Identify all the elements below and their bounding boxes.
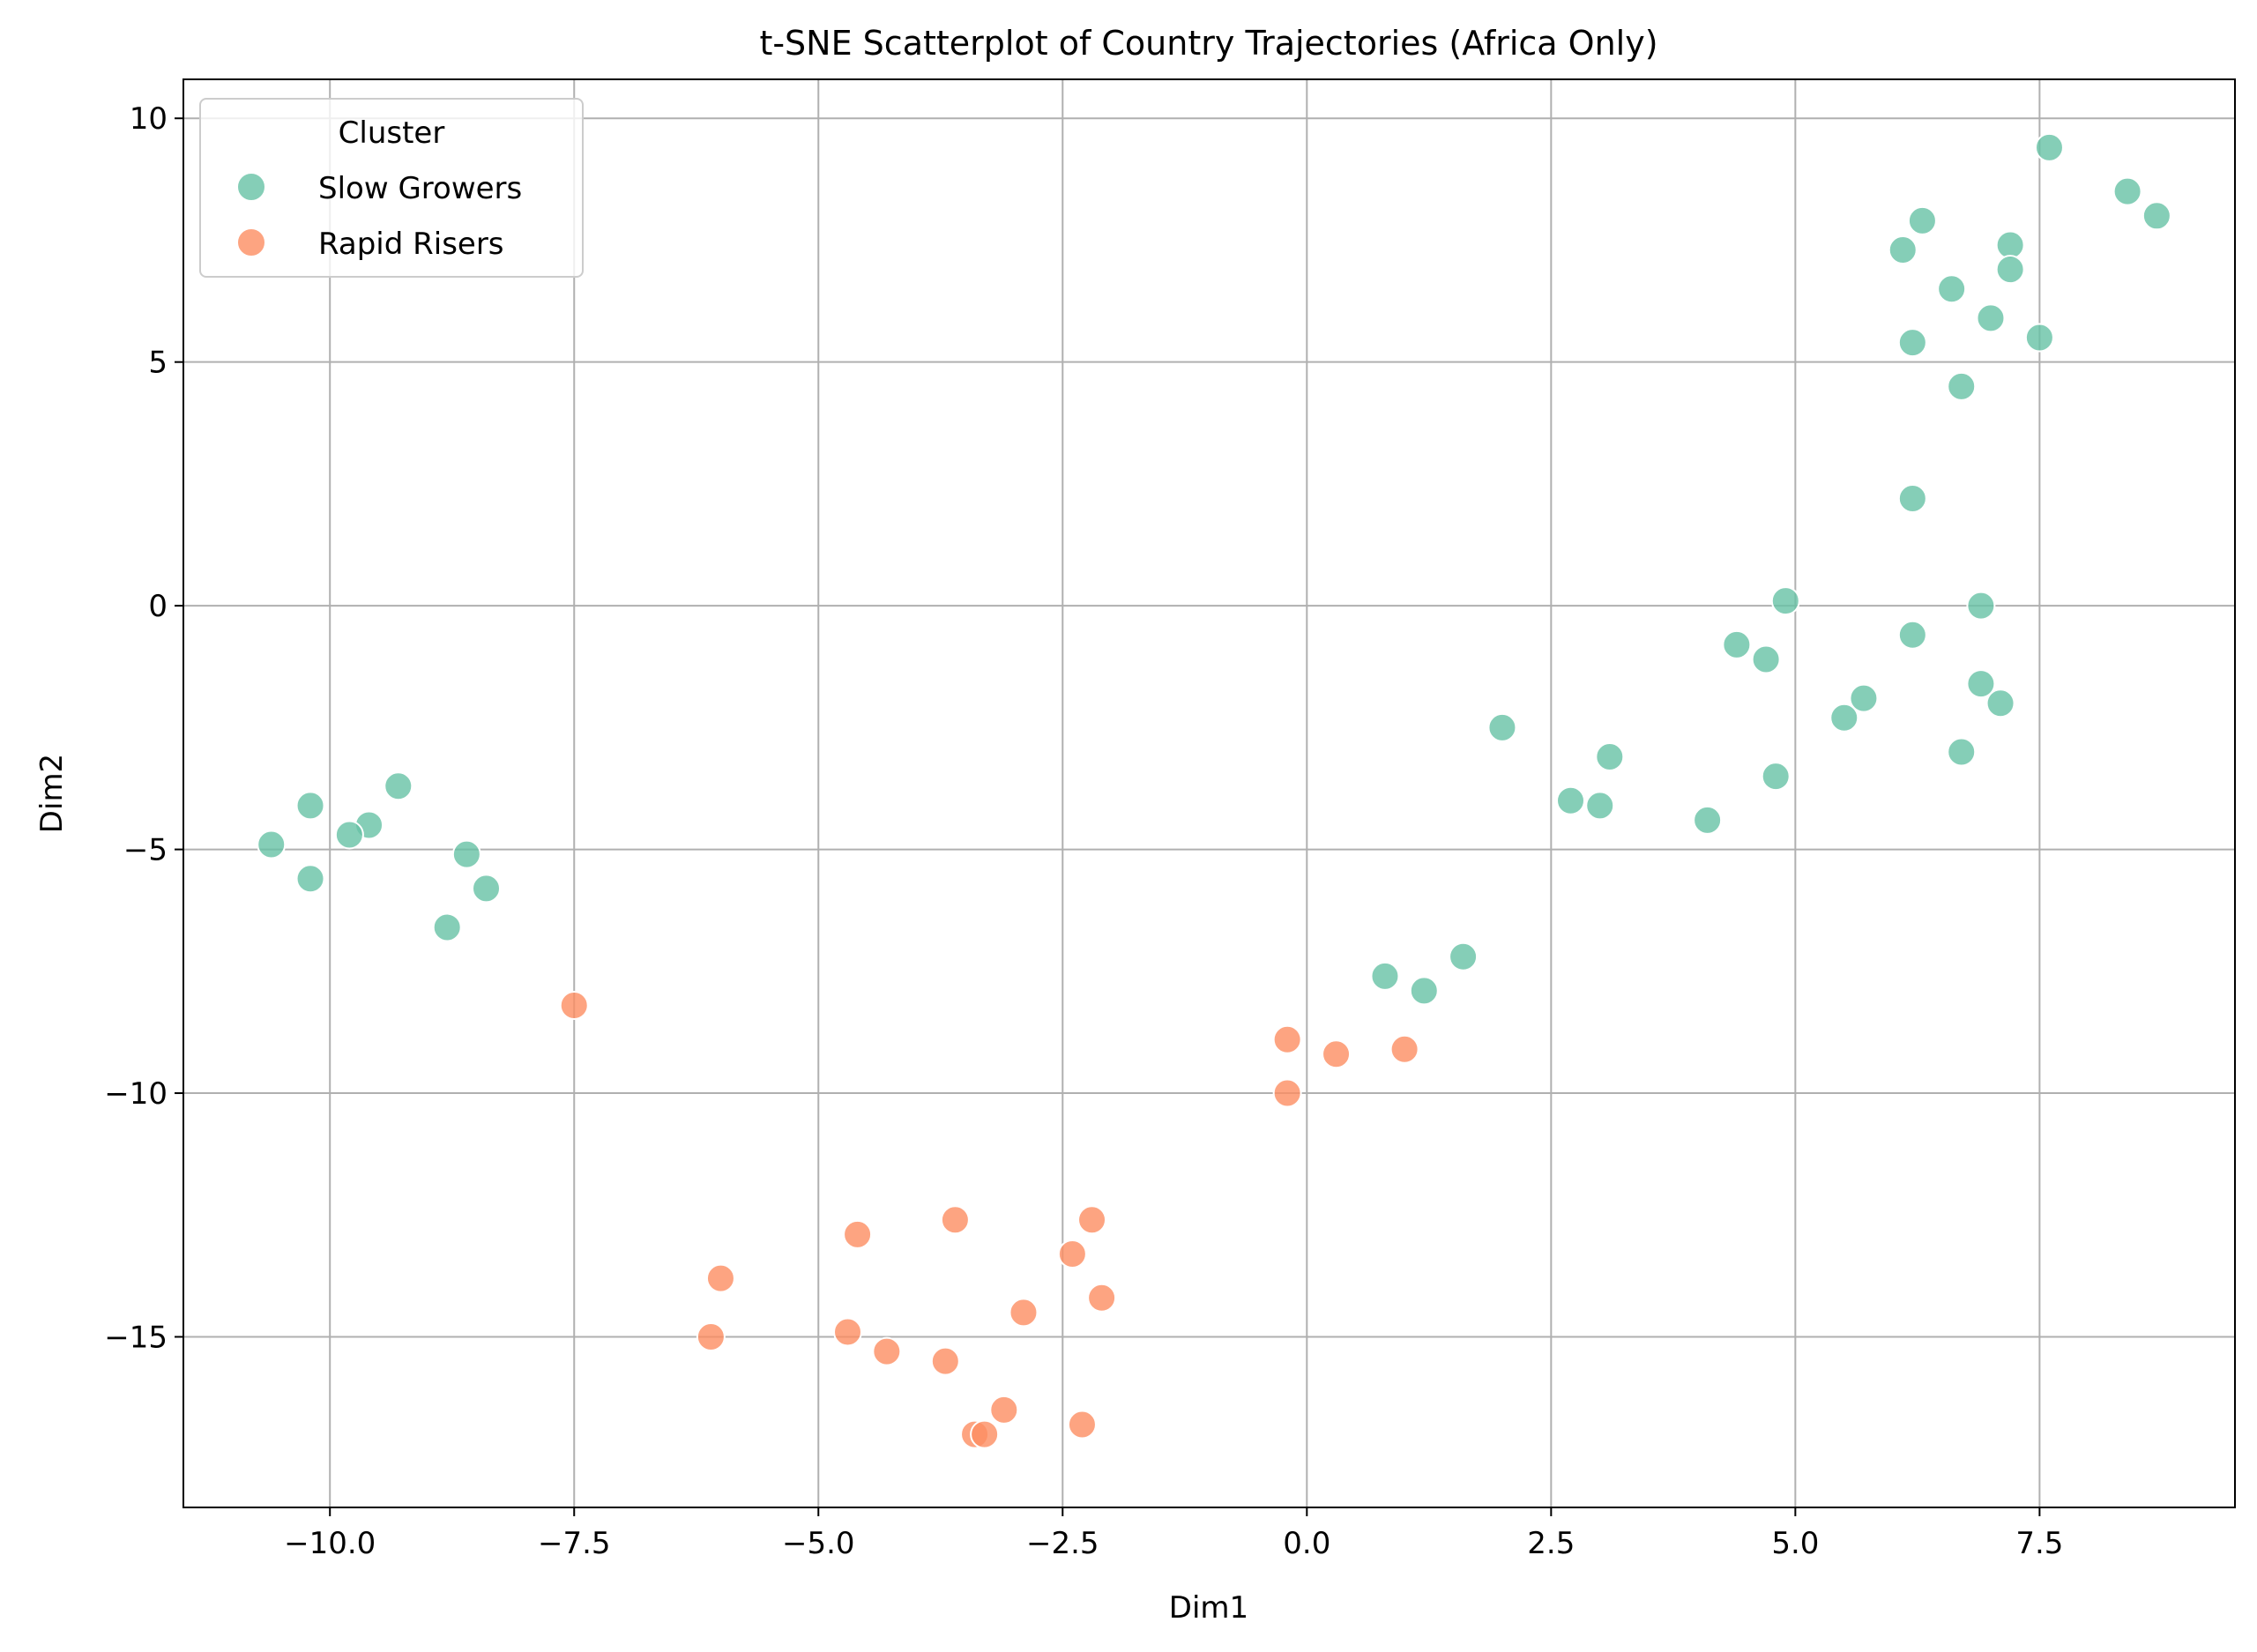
point-slow-growers [1595, 742, 1625, 772]
point-rapid-risers [970, 1419, 1000, 1449]
point-rapid-risers [1272, 1078, 1302, 1108]
point-rapid-risers [1077, 1205, 1107, 1235]
axis-ticks: −10.0 −7.5 −5.0 −2.5 0.0 2.5 5.0 7.5 10 5 0 −5 −10 −1… [104, 101, 2063, 1561]
point-slow-growers [1897, 328, 1927, 358]
y-tick-label: 10 [130, 101, 168, 137]
y-tick-label: −15 [104, 1320, 168, 1355]
point-slow-growers [1995, 230, 2025, 260]
legend-box [199, 98, 584, 278]
point-slow-growers [1966, 669, 1996, 699]
point-slow-growers [451, 839, 481, 869]
point-slow-growers [334, 820, 364, 850]
point-rapid-risers [1067, 1410, 1097, 1440]
point-slow-growers [1849, 683, 1879, 713]
point-slow-growers [1555, 785, 1585, 815]
legend: Cluster Slow Growers Rapid Risers [199, 98, 584, 278]
point-slow-growers [1370, 961, 1400, 991]
point-slow-growers [2034, 132, 2064, 162]
legend-label-rapid-risers: Rapid Risers [318, 227, 504, 262]
point-slow-growers [1693, 805, 1723, 835]
point-slow-growers [384, 771, 413, 801]
point-slow-growers [1888, 235, 1918, 265]
point-rapid-risers [940, 1205, 970, 1235]
point-slow-growers [1770, 586, 1800, 616]
point-slow-growers [1995, 255, 2025, 285]
point-slow-growers [1449, 941, 1479, 971]
point-slow-growers [1409, 976, 1439, 1006]
legend-marker-slow-growers [236, 172, 266, 202]
point-slow-growers [1585, 791, 1615, 821]
legend-label-slow-growers: Slow Growers [318, 171, 522, 206]
point-slow-growers [1897, 620, 1927, 650]
point-slow-growers [2024, 323, 2054, 353]
x-tick-label: 0.0 [1283, 1526, 1330, 1561]
legend-marker-rapid-risers [236, 227, 266, 257]
point-rapid-risers [843, 1219, 873, 1249]
point-slow-growers [295, 864, 325, 894]
point-rapid-risers [1057, 1239, 1087, 1269]
point-slow-growers [1907, 205, 1937, 235]
point-rapid-risers [1009, 1298, 1039, 1328]
point-rapid-risers [1322, 1039, 1352, 1069]
data-points [257, 132, 2171, 1449]
y-tick-label: 0 [148, 589, 168, 624]
point-rapid-risers [1389, 1034, 1419, 1064]
point-slow-growers [1985, 688, 2015, 718]
legend-title: Cluster [339, 115, 445, 151]
x-tick-label: 5.0 [1771, 1526, 1819, 1561]
point-slow-growers [1947, 371, 1977, 401]
chart-title: t-SNE Scatterplot of Country Trajectorie… [759, 24, 1657, 63]
point-rapid-risers [930, 1346, 960, 1376]
point-slow-growers [1751, 644, 1781, 674]
x-tick-label: 2.5 [1527, 1526, 1575, 1561]
point-rapid-risers [696, 1321, 726, 1351]
point-slow-growers [1947, 737, 1977, 767]
point-rapid-risers [705, 1263, 735, 1293]
y-tick-label: −5 [123, 833, 168, 868]
point-slow-growers [2112, 176, 2142, 206]
point-slow-growers [1976, 303, 2006, 333]
point-slow-growers [1897, 483, 1927, 513]
point-rapid-risers [872, 1336, 902, 1366]
x-tick-label: −5.0 [782, 1526, 855, 1561]
point-slow-growers [1966, 591, 1996, 621]
x-tick-label: −10.0 [284, 1526, 376, 1561]
point-slow-growers [1487, 712, 1517, 742]
point-slow-growers [1937, 274, 1967, 304]
point-slow-growers [432, 912, 462, 942]
y-tick-label: 5 [148, 346, 168, 381]
point-slow-growers [472, 874, 502, 904]
x-axis-label: Dim1 [1169, 1590, 1248, 1626]
point-slow-growers [2142, 201, 2171, 231]
point-slow-growers [1722, 629, 1752, 659]
x-tick-label: −7.5 [538, 1526, 611, 1561]
point-rapid-risers [1087, 1283, 1117, 1313]
point-slow-growers [257, 830, 287, 859]
point-rapid-risers [833, 1317, 863, 1347]
x-tick-label: 7.5 [2015, 1526, 2063, 1561]
point-rapid-risers [1272, 1024, 1302, 1054]
point-slow-growers [295, 791, 325, 821]
point-rapid-risers [989, 1395, 1019, 1425]
point-rapid-risers [559, 991, 589, 1021]
point-slow-growers [1761, 762, 1791, 792]
point-slow-growers [1829, 703, 1859, 733]
x-tick-label: −2.5 [1026, 1526, 1099, 1561]
y-axis-label: Dim2 [34, 754, 70, 833]
plot-frame [182, 78, 2236, 1508]
y-tick-label: −10 [104, 1076, 168, 1112]
